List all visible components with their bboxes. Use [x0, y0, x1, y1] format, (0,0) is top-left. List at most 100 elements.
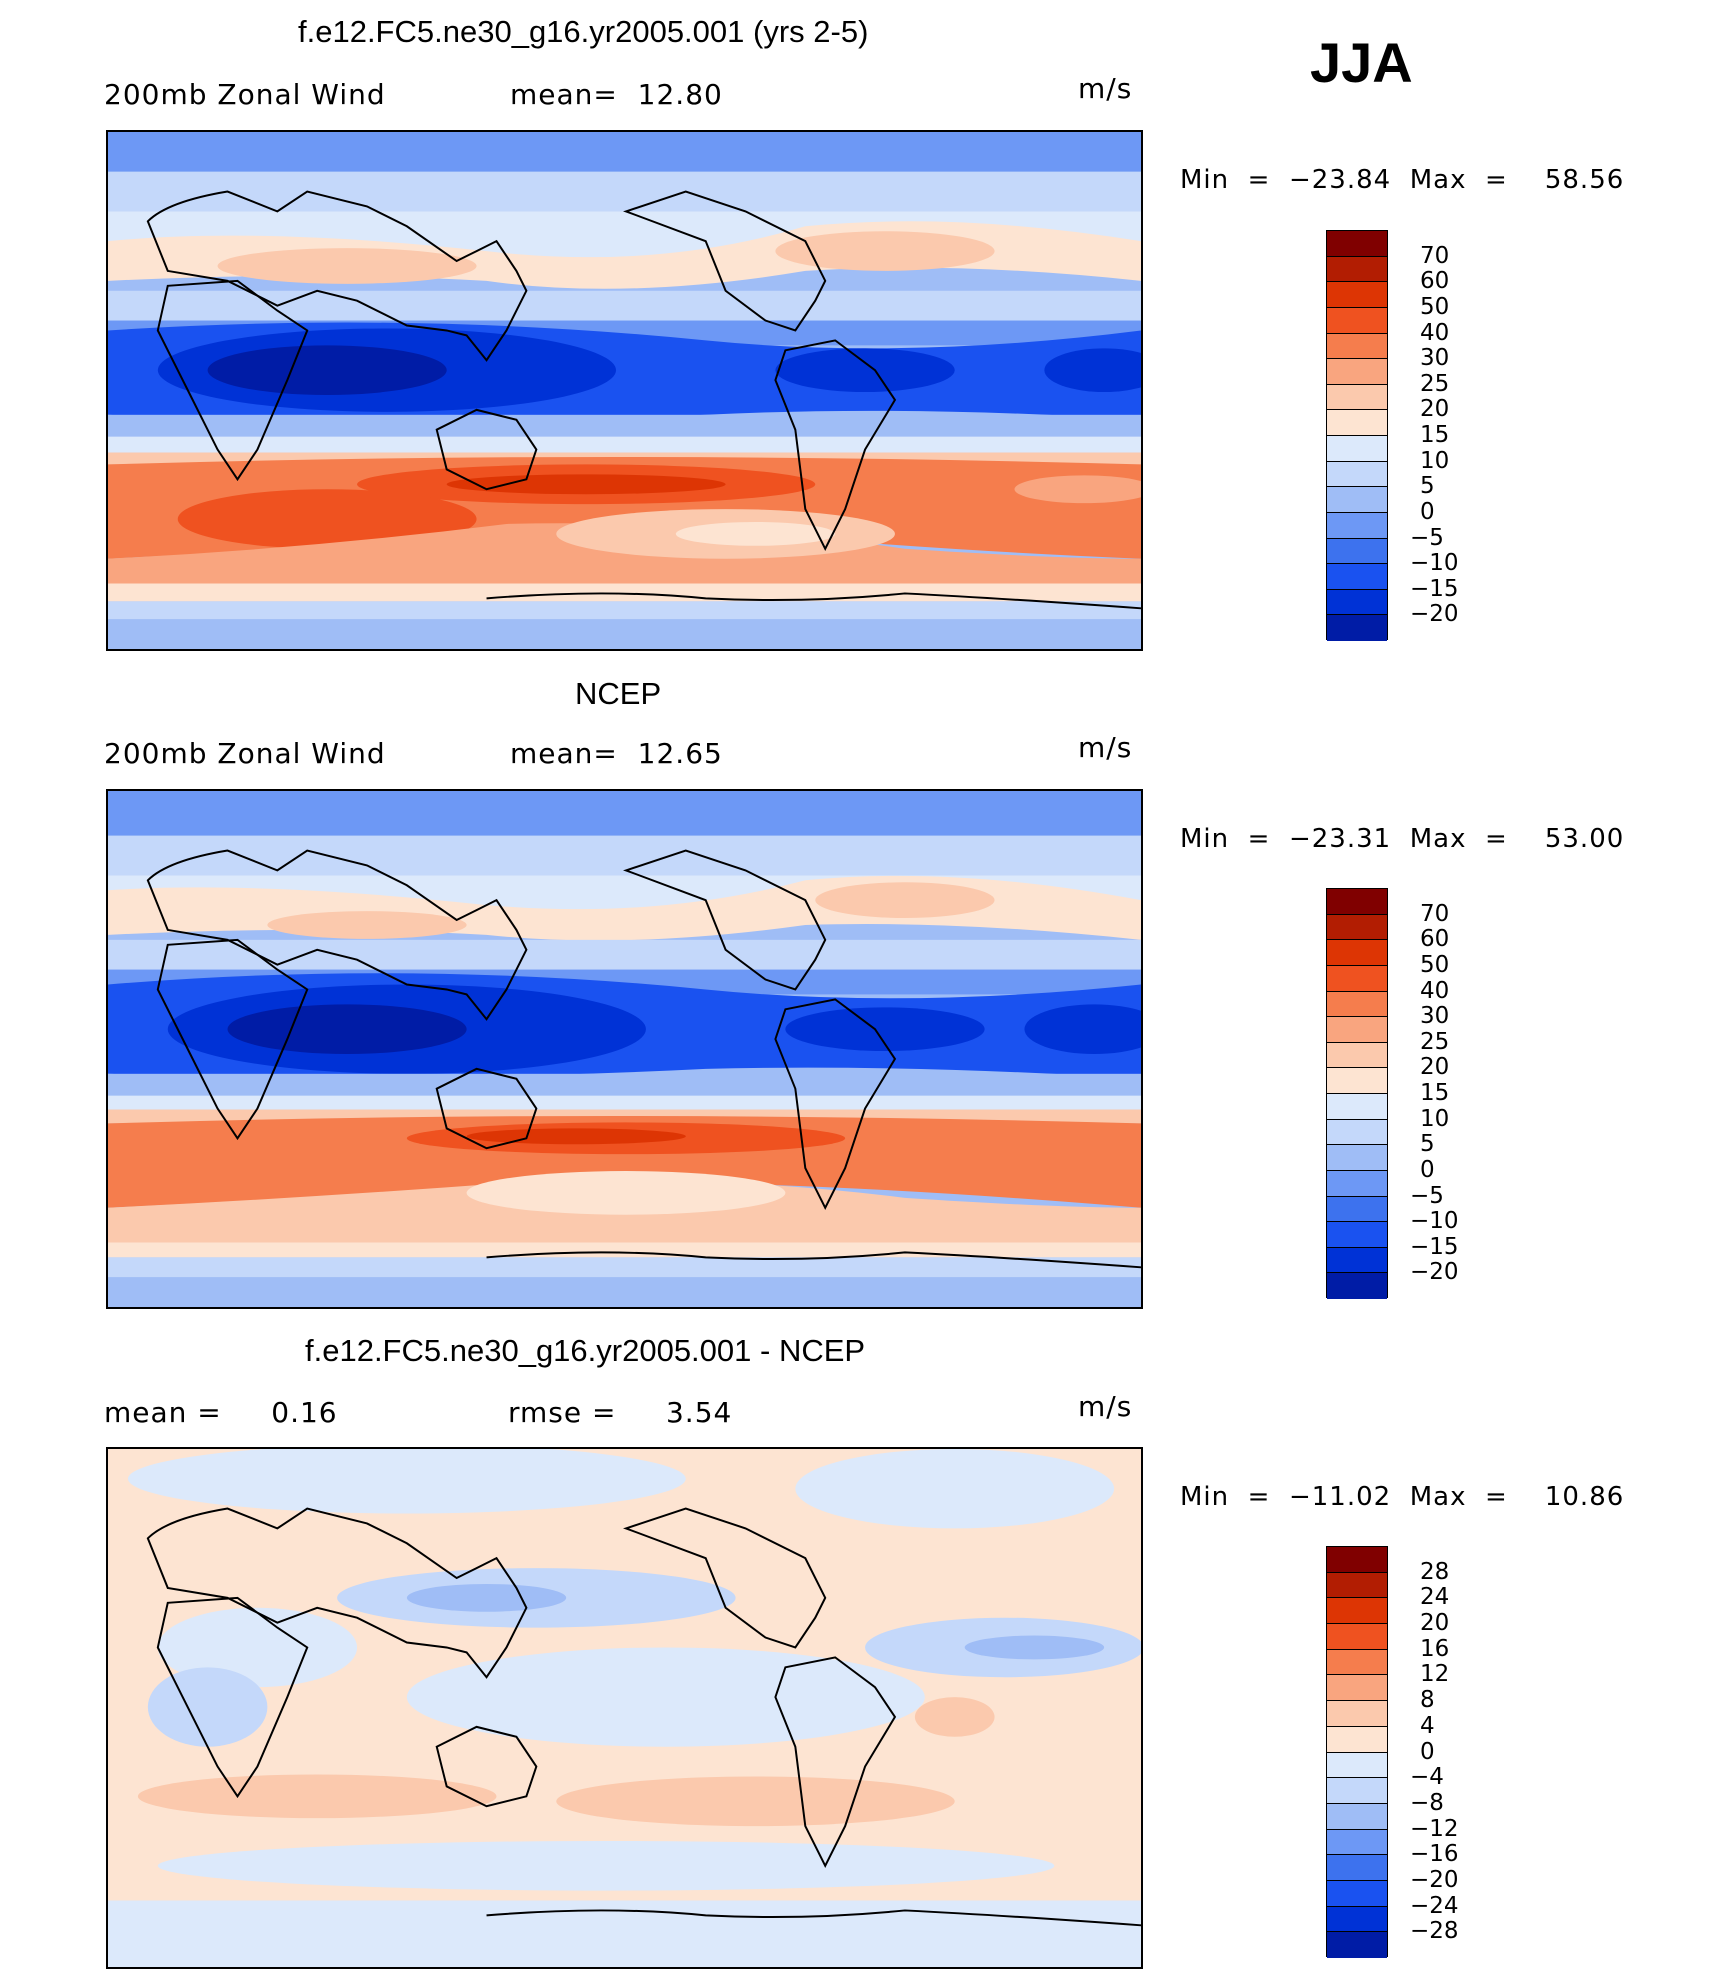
- colorbar-swatch: [1327, 1222, 1387, 1248]
- panel-1-colorbar: [1326, 230, 1388, 641]
- colorbar-swatch: [1327, 1880, 1387, 1907]
- colorbar-tick-label: −15: [1410, 575, 1459, 602]
- colorbar-swatch: [1327, 1119, 1387, 1146]
- colorbar-tick-label: 70: [1420, 242, 1450, 269]
- colorbar-swatch: [1327, 1273, 1387, 1299]
- colorbar-swatch: [1327, 1247, 1387, 1274]
- panel-3-min-max: Min = −11.02 Max = 10.86: [1180, 1482, 1625, 1512]
- season-label: JJA: [1310, 31, 1413, 94]
- colorbar-tick-label: 16: [1420, 1635, 1450, 1662]
- colorbar-tick-label: −20: [1410, 1259, 1459, 1286]
- colorbar-tick-label: 50: [1420, 293, 1450, 320]
- panel-2-mean-label: mean= 12.65: [510, 737, 723, 770]
- colorbar-swatch: [1327, 1145, 1387, 1171]
- panel-1-min-max: Min = −23.84 Max = 58.56: [1180, 165, 1625, 195]
- colorbar-tick-label: 10: [1420, 447, 1450, 474]
- colorbar-swatch: [1327, 436, 1387, 462]
- colorbar-swatch: [1327, 1572, 1387, 1599]
- panel-2-variable-label: 200mb Zonal Wind: [104, 737, 386, 770]
- colorbar-swatch: [1327, 1906, 1387, 1933]
- colorbar-swatch: [1327, 231, 1387, 257]
- colorbar-tick-label: 5: [1420, 473, 1435, 500]
- colorbar-tick-label: 25: [1420, 370, 1450, 397]
- panel-3-colorbar: [1326, 1546, 1388, 1958]
- colorbar-swatch: [1327, 1624, 1387, 1650]
- colorbar-tick-label: 50: [1420, 951, 1450, 978]
- colorbar-swatch: [1327, 615, 1387, 641]
- colorbar-swatch: [1327, 1778, 1387, 1804]
- colorbar-tick-label: 8: [1420, 1687, 1435, 1714]
- colorbar-swatch: [1327, 410, 1387, 436]
- colorbar-tick-label: −24: [1410, 1892, 1459, 1919]
- panel-2-min-max: Min = −23.31 Max = 53.00: [1180, 824, 1625, 854]
- colorbar-tick-label: 4: [1420, 1712, 1435, 1739]
- world-map-field-icon: [108, 132, 1141, 649]
- colorbar-tick-label: −10: [1410, 1208, 1459, 1235]
- colorbar-swatch: [1327, 282, 1387, 308]
- colorbar-tick-label: 40: [1420, 319, 1450, 346]
- colorbar-swatch: [1327, 1068, 1387, 1094]
- colorbar-tick-label: 5: [1420, 1131, 1435, 1158]
- colorbar-tick-label: −4: [1410, 1764, 1444, 1791]
- panel-2-units: m/s: [1078, 731, 1133, 764]
- colorbar-tick-label: 40: [1420, 977, 1450, 1004]
- colorbar-swatch: [1327, 1752, 1387, 1779]
- colorbar-swatch: [1327, 1649, 1387, 1676]
- colorbar-tick-label: −28: [1410, 1918, 1459, 1945]
- colorbar-tick-label: 15: [1420, 422, 1450, 448]
- colorbar-tick-label: −16: [1410, 1841, 1459, 1868]
- panel-1-variable-label: 200mb Zonal Wind: [104, 78, 386, 111]
- colorbar-swatch: [1327, 1855, 1387, 1881]
- colorbar-tick-label: 12: [1420, 1661, 1450, 1688]
- colorbar-tick-label: −10: [1410, 550, 1459, 577]
- colorbar-tick-label: 30: [1420, 345, 1450, 372]
- colorbar-swatch: [1327, 538, 1387, 565]
- colorbar-tick-label: 60: [1420, 268, 1450, 295]
- colorbar-swatch: [1327, 1196, 1387, 1223]
- colorbar-tick-label: 20: [1420, 1610, 1450, 1637]
- colorbar-swatch: [1327, 487, 1387, 513]
- colorbar-swatch: [1327, 1726, 1387, 1753]
- panel-2-title: NCEP: [575, 676, 662, 711]
- colorbar-tick-label: −5: [1410, 1182, 1444, 1209]
- colorbar-swatch: [1327, 589, 1387, 616]
- colorbar-tick-label: 0: [1420, 1156, 1435, 1183]
- colorbar-swatch: [1327, 461, 1387, 488]
- colorbar-tick-label: 28: [1420, 1558, 1450, 1585]
- colorbar-swatch: [1327, 889, 1387, 915]
- panel-3-rmse-label: rmse = 3.54: [508, 1396, 733, 1429]
- colorbar-tick-label: 30: [1420, 1003, 1450, 1030]
- panel-1-mean-label: mean= 12.80: [510, 78, 723, 111]
- colorbar-swatch: [1327, 512, 1387, 539]
- colorbar-swatch: [1327, 1803, 1387, 1830]
- panel-3-units: m/s: [1078, 1390, 1133, 1423]
- panel-2-colorbar: [1326, 888, 1388, 1299]
- panel-3-title: f.e12.FC5.ne30_g16.yr2005.001 - NCEP: [305, 1333, 866, 1368]
- colorbar-swatch: [1327, 1094, 1387, 1120]
- panel-3-mean-label: mean = 0.16: [104, 1396, 338, 1429]
- colorbar-swatch: [1327, 307, 1387, 334]
- colorbar-swatch: [1327, 1547, 1387, 1573]
- colorbar-tick-label: −12: [1410, 1815, 1459, 1842]
- colorbar-tick-label: 10: [1420, 1105, 1450, 1132]
- colorbar-tick-label: 24: [1420, 1584, 1450, 1611]
- colorbar-swatch: [1327, 1829, 1387, 1856]
- colorbar-tick-label: −20: [1410, 601, 1459, 628]
- colorbar-swatch: [1327, 256, 1387, 283]
- world-map-difference-icon: [108, 1449, 1141, 1967]
- colorbar-tick-label: 70: [1420, 900, 1450, 927]
- colorbar-swatch: [1327, 1042, 1387, 1069]
- colorbar-tick-label: 0: [1420, 1738, 1435, 1765]
- colorbar-swatch: [1327, 564, 1387, 590]
- colorbar-tick-label: 15: [1420, 1080, 1450, 1106]
- colorbar-tick-label: −15: [1410, 1233, 1459, 1260]
- colorbar-tick-label: 60: [1420, 926, 1450, 953]
- colorbar-swatch: [1327, 965, 1387, 992]
- colorbar-swatch: [1327, 940, 1387, 966]
- colorbar-tick-label: 20: [1420, 396, 1450, 423]
- colorbar-swatch: [1327, 1598, 1387, 1625]
- colorbar-tick-label: 20: [1420, 1054, 1450, 1081]
- colorbar-swatch: [1327, 1701, 1387, 1727]
- colorbar-swatch: [1327, 384, 1387, 411]
- colorbar-tick-label: −5: [1410, 524, 1444, 551]
